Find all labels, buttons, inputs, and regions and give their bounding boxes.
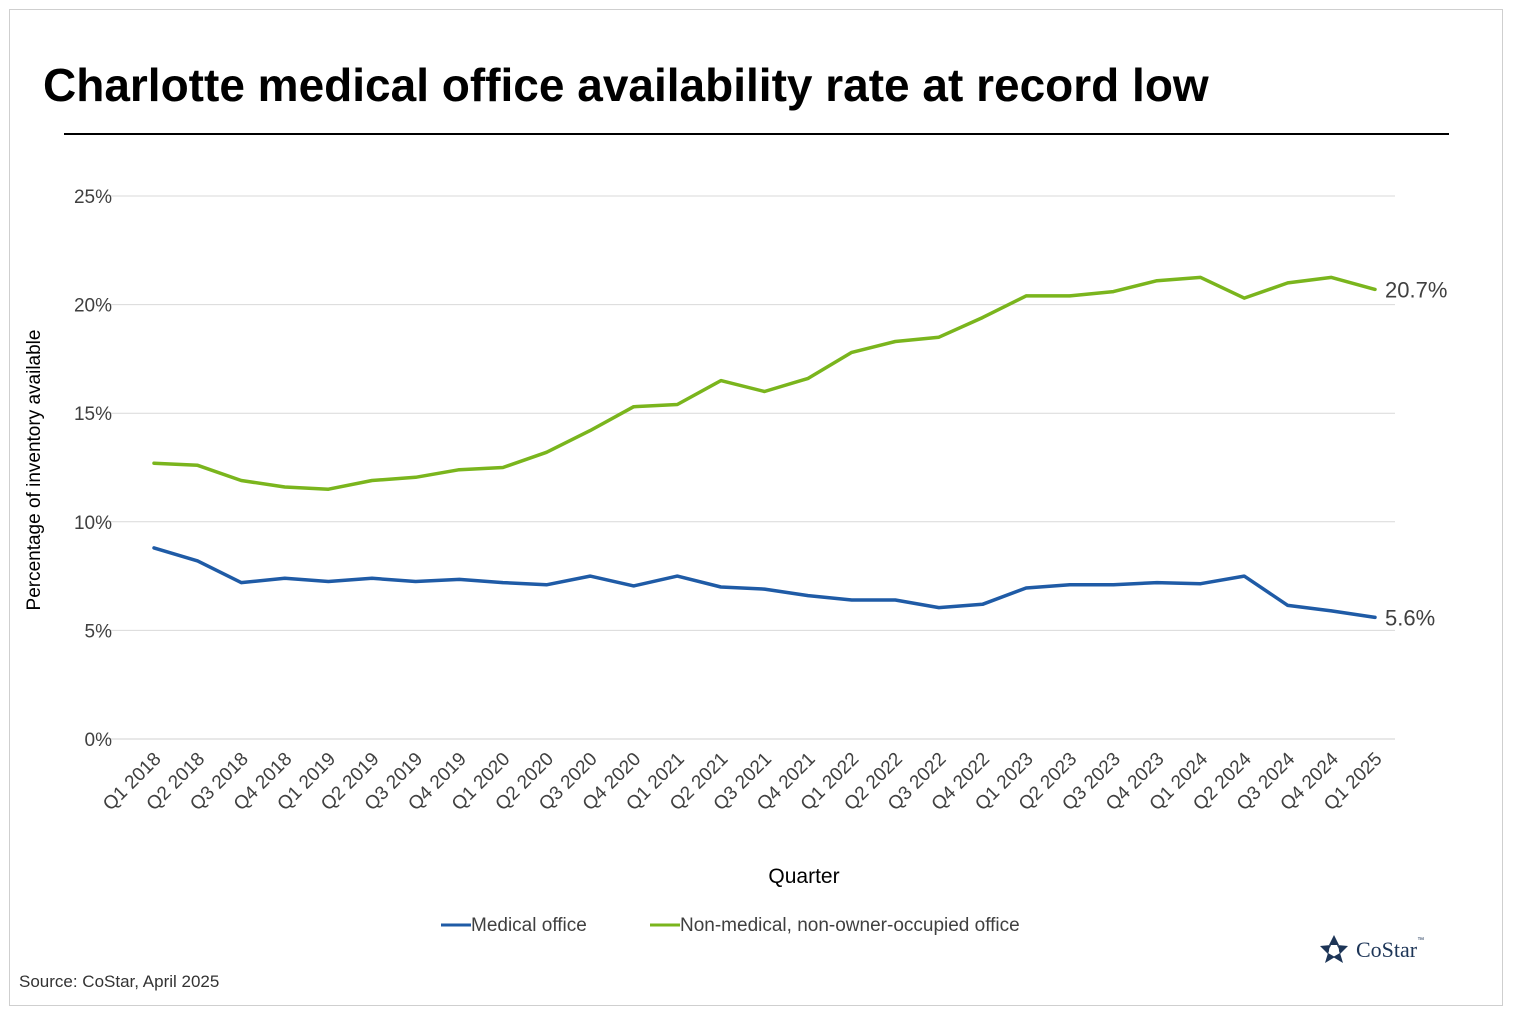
data-point-medical bbox=[152, 546, 156, 550]
data-point-medical bbox=[1068, 583, 1072, 587]
y-axis-label: Percentage of inventory available bbox=[24, 330, 45, 611]
data-point-medical bbox=[1242, 574, 1246, 578]
end-labels: 5.6% 20.7% bbox=[1385, 277, 1447, 630]
data-point-medical bbox=[719, 585, 723, 589]
y-axis-ticks: 0% 5% 10% 15% 20% 25% bbox=[74, 187, 112, 751]
series-line-medical bbox=[152, 546, 1377, 620]
data-point-medical bbox=[370, 576, 374, 580]
data-point-nonmedical bbox=[1286, 281, 1290, 285]
data-point-nonmedical bbox=[1111, 290, 1115, 294]
data-point-medical bbox=[850, 598, 854, 602]
data-point-medical bbox=[632, 584, 636, 588]
data-point-medical bbox=[1155, 581, 1159, 585]
chart-title: Charlotte medical office availability ra… bbox=[43, 59, 1209, 111]
data-point-nonmedical bbox=[632, 405, 636, 409]
data-point-nonmedical bbox=[283, 485, 287, 489]
data-point-nonmedical bbox=[196, 463, 200, 467]
legend: Medical office Non-medical, non-owner-oc… bbox=[441, 915, 1020, 936]
data-point-medical bbox=[1373, 615, 1377, 619]
data-point-medical bbox=[675, 574, 679, 578]
y-tick-label: 15% bbox=[74, 404, 112, 425]
data-point-nonmedical bbox=[850, 350, 854, 354]
data-point-nonmedical bbox=[1068, 294, 1072, 298]
data-point-nonmedical bbox=[1329, 275, 1333, 279]
y-tick-label: 5% bbox=[85, 621, 113, 642]
data-point-medical bbox=[414, 580, 418, 584]
data-point-nonmedical bbox=[457, 468, 461, 472]
data-point-nonmedical bbox=[675, 403, 679, 407]
data-point-nonmedical bbox=[1199, 275, 1203, 279]
data-point-nonmedical bbox=[719, 379, 723, 383]
data-point-nonmedical bbox=[501, 466, 505, 469]
data-point-nonmedical bbox=[544, 450, 548, 454]
data-point-nonmedical bbox=[763, 389, 766, 393]
data-point-medical bbox=[981, 602, 985, 606]
data-point-nonmedical bbox=[893, 340, 897, 344]
y-tick-label: 20% bbox=[74, 296, 112, 317]
data-point-nonmedical bbox=[937, 335, 941, 339]
chart-frame bbox=[9, 9, 1503, 1006]
source-note: Source: CoStar, April 2025 bbox=[19, 972, 220, 991]
data-point-medical bbox=[501, 581, 505, 585]
data-point-nonmedical bbox=[370, 479, 374, 483]
data-point-medical bbox=[588, 574, 592, 578]
data-point-nonmedical bbox=[1155, 279, 1159, 283]
data-point-nonmedical bbox=[806, 376, 810, 380]
data-point-medical bbox=[1199, 582, 1203, 586]
title-underline bbox=[64, 133, 1449, 135]
data-point-nonmedical bbox=[1373, 287, 1377, 291]
legend-label-medical: Medical office bbox=[471, 915, 587, 936]
data-point-medical bbox=[1286, 603, 1290, 607]
data-point-medical bbox=[196, 559, 200, 563]
costar-logo-text: CoStar™ bbox=[1356, 937, 1425, 962]
data-point-medical bbox=[1024, 586, 1028, 590]
data-point-nonmedical bbox=[588, 429, 592, 433]
y-tick-label: 10% bbox=[74, 513, 112, 534]
data-point-medical bbox=[239, 581, 243, 585]
data-point-medical bbox=[326, 580, 330, 584]
costar-logo: CoStar™ bbox=[1318, 934, 1424, 966]
data-point-nonmedical bbox=[152, 461, 156, 465]
gridlines bbox=[110, 195, 1395, 740]
data-point-medical bbox=[1329, 609, 1333, 613]
data-point-medical bbox=[893, 598, 897, 602]
series-lines bbox=[152, 275, 1377, 620]
x-axis-label: Quarter bbox=[768, 865, 839, 888]
legend-label-nonmedical: Non-medical, non-owner-occupied office bbox=[680, 915, 1020, 936]
data-point-medical bbox=[806, 594, 810, 598]
data-point-medical bbox=[544, 583, 548, 587]
data-point-nonmedical bbox=[239, 479, 243, 483]
data-point-nonmedical bbox=[1024, 294, 1028, 298]
data-point-medical bbox=[283, 576, 287, 580]
data-point-medical bbox=[457, 577, 461, 581]
data-point-medical bbox=[1111, 583, 1115, 587]
end-label-nonmedical: 20.7% bbox=[1385, 277, 1447, 302]
data-point-nonmedical bbox=[981, 316, 985, 320]
y-tick-label: 0% bbox=[85, 730, 113, 751]
series-line-nonmedical bbox=[152, 275, 1377, 491]
data-point-medical bbox=[937, 606, 941, 610]
costar-star-icon bbox=[1320, 935, 1348, 963]
data-point-nonmedical bbox=[1242, 296, 1246, 300]
data-point-medical bbox=[763, 587, 766, 591]
end-label-medical: 5.6% bbox=[1385, 605, 1435, 630]
y-tick-label: 25% bbox=[74, 187, 112, 208]
data-point-nonmedical bbox=[414, 475, 418, 479]
data-point-nonmedical bbox=[326, 487, 330, 491]
